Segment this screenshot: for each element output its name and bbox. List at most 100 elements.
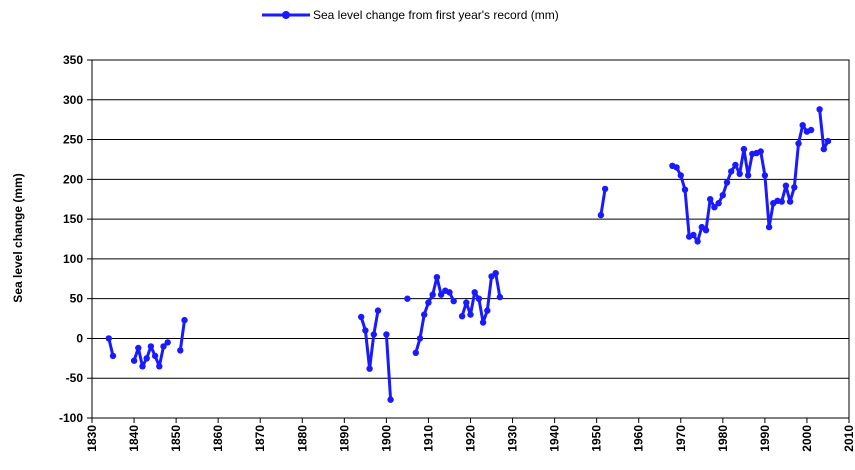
x-tick-label: 1930 (506, 425, 520, 452)
data-point (824, 137, 832, 145)
data-point (707, 196, 714, 203)
x-tick-label: 2010 (842, 425, 855, 452)
data-point (601, 185, 609, 193)
y-tick-label: 100 (63, 252, 83, 266)
data-point (732, 161, 739, 169)
data-point (479, 319, 487, 326)
data-point (740, 145, 748, 153)
data-point (450, 297, 457, 305)
y-tick-label: 50 (70, 292, 84, 306)
data-point (702, 227, 710, 234)
x-tick-label: 1830 (85, 425, 99, 452)
data-point (467, 311, 474, 318)
data-point (139, 363, 146, 370)
data-point (496, 293, 504, 301)
data-point (782, 182, 790, 189)
y-tick-label: -50 (66, 371, 84, 385)
data-point (160, 343, 167, 350)
plot-area: -100 -50 0 50 100 150 200 250 300 350 1830 1840 1850… (59, 53, 855, 452)
x-tick-label: 1880 (295, 425, 309, 452)
y-tick-label: 300 (63, 93, 83, 107)
data-point (791, 184, 798, 191)
data-point (736, 170, 743, 177)
x-tick-label: 1850 (169, 425, 183, 452)
legend-point-marker (282, 11, 290, 19)
data-point (711, 204, 718, 211)
x-tick-label: 1890 (337, 425, 351, 452)
x-tick-label: 1860 (211, 425, 225, 452)
data-point (458, 313, 466, 320)
data-point (425, 299, 432, 306)
data-point (105, 335, 113, 342)
x-tick-label: 1940 (548, 425, 562, 452)
data-point (366, 365, 373, 372)
series-line-segment (178, 318, 186, 352)
data-point (463, 299, 470, 306)
data-point (475, 295, 483, 302)
data-point (681, 186, 689, 193)
data-point (484, 307, 491, 314)
x-tick-label: 1990 (758, 425, 772, 452)
data-point (374, 307, 382, 314)
x-tick-label: 1980 (716, 425, 730, 452)
data-point (446, 289, 453, 296)
x-tick-label: 1910 (421, 425, 435, 452)
data-point (715, 200, 722, 207)
data-point (416, 335, 424, 342)
data-point (694, 238, 701, 245)
data-point (795, 140, 802, 147)
data-point (597, 211, 605, 219)
y-tick-label: -100 (59, 411, 83, 425)
x-tick-label: 1900 (379, 425, 393, 452)
data-point (719, 192, 726, 199)
data-point (765, 223, 773, 231)
data-point (816, 106, 823, 113)
series-line-segment (599, 187, 607, 217)
x-tick-label: 1840 (127, 425, 141, 452)
legend: Sea level change from first year's recor… (262, 8, 559, 22)
data-point (723, 179, 731, 186)
y-tick-label: 150 (63, 212, 83, 226)
data-point (109, 352, 117, 360)
data-point (492, 270, 499, 277)
y-tick-label: 250 (63, 133, 83, 147)
data-point (181, 316, 188, 324)
data-point (786, 198, 794, 205)
data-point (156, 363, 163, 370)
x-tick-label: 1970 (674, 425, 688, 452)
data-point (744, 172, 752, 179)
data-point (177, 347, 184, 354)
data-point (433, 274, 441, 281)
x-tick-label: 1920 (464, 425, 478, 452)
data-point (358, 313, 365, 321)
series-line-segment (384, 333, 393, 402)
data-point (437, 291, 445, 298)
y-tick-label: 0 (76, 331, 83, 345)
y-axis-title: Sea level change (mm) (11, 173, 25, 302)
data-point (135, 344, 142, 352)
data-point (799, 122, 806, 129)
data-point (383, 331, 390, 338)
data-point (143, 355, 150, 362)
data-point (362, 327, 369, 334)
data-point (429, 291, 436, 298)
x-tick-label: 1950 (590, 425, 604, 452)
data-point (147, 343, 155, 350)
data-point (820, 145, 827, 153)
data-point (130, 357, 138, 364)
data-point (690, 231, 697, 239)
data-point (471, 289, 478, 296)
data-point (778, 198, 785, 205)
data-point (387, 396, 394, 403)
data-point (151, 352, 159, 360)
plot-frame (91, 59, 850, 419)
data-point (757, 148, 764, 155)
data-point (164, 339, 171, 346)
x-tick-label: 2000 (800, 425, 814, 452)
data-point (421, 311, 428, 318)
data-point (677, 172, 684, 179)
data-point (807, 126, 815, 134)
x-tick-label: 1960 (632, 425, 646, 452)
data-point (761, 172, 769, 179)
